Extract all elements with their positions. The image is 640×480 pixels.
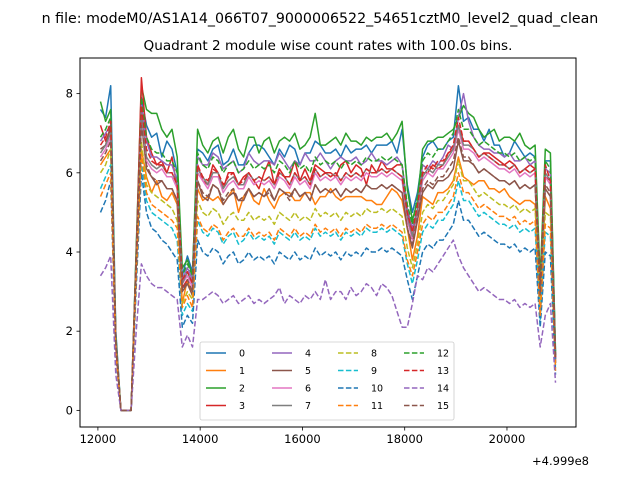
x-tick-label: 16000 <box>284 432 321 446</box>
series-line-1 <box>99 148 557 412</box>
y-axis: 0 2 4 6 8 <box>66 87 80 417</box>
legend-label-5: 5 <box>305 366 311 377</box>
legend-label-1: 1 <box>239 366 245 377</box>
series-line-12 <box>99 96 557 412</box>
series-line-14 <box>99 239 557 412</box>
y-tick-label: 0 <box>66 403 73 417</box>
series-line-8 <box>99 140 557 412</box>
legend-label-11: 11 <box>371 401 383 412</box>
series-line-13 <box>99 104 557 412</box>
x-tick-label: 20000 <box>489 432 526 446</box>
legend-label-7: 7 <box>305 401 311 412</box>
series-line-15 <box>99 124 557 412</box>
plot-area <box>99 77 557 412</box>
legend-label-4: 4 <box>305 349 311 360</box>
x-axis: 12000 14000 16000 18000 20000 <box>80 427 526 446</box>
series-line-4 <box>99 92 557 412</box>
legend-label-3: 3 <box>239 401 245 412</box>
y-tick-label: 4 <box>66 245 73 259</box>
axes-frame <box>79 57 577 428</box>
legend-label-0: 0 <box>239 349 245 360</box>
legend-label-12: 12 <box>437 349 449 360</box>
series-line-9 <box>99 160 557 412</box>
legend-label-9: 9 <box>371 366 377 377</box>
y-tick-label: 2 <box>66 324 73 338</box>
x-offset-label: +4.999e8 <box>532 454 589 468</box>
x-tick-label: 12000 <box>80 432 117 446</box>
legend-box <box>199 341 455 421</box>
legend-label-6: 6 <box>305 384 311 395</box>
legend-label-2: 2 <box>239 384 245 395</box>
legend-label-13: 13 <box>437 366 449 377</box>
chart-title: Quadrant 2 module wise count rates with … <box>144 38 513 54</box>
y-tick-label: 8 <box>66 87 73 101</box>
legend-label-10: 10 <box>371 384 383 395</box>
y-tick-label: 6 <box>66 166 73 180</box>
series-line-10 <box>99 172 557 412</box>
series-line-2 <box>99 84 557 412</box>
legend-label-15: 15 <box>437 401 449 412</box>
series-line-11 <box>99 152 557 412</box>
figure-suptitle: n file: modeM0/AS1A14_066T07_9000006522_… <box>42 11 599 27</box>
x-tick-label: 18000 <box>386 432 423 446</box>
legend-label-8: 8 <box>371 349 377 360</box>
x-tick-label: 14000 <box>182 432 219 446</box>
series-line-6 <box>99 116 557 412</box>
legend-label-14: 14 <box>437 384 449 395</box>
